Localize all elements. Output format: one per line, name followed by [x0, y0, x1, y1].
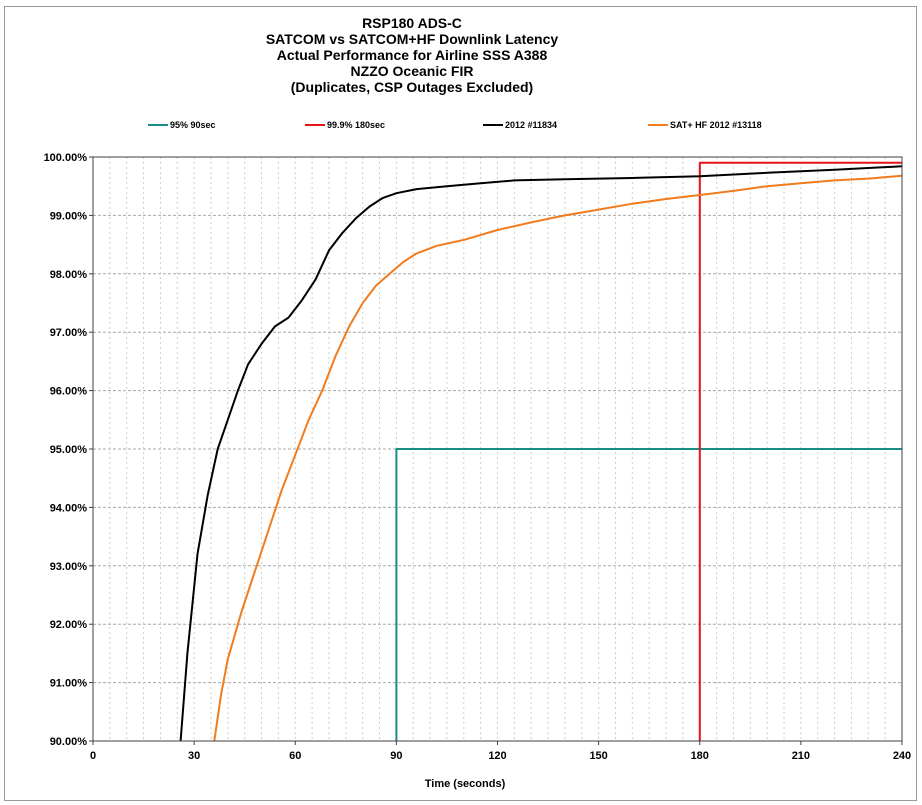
series-line — [179, 165, 903, 742]
x-tick-label: 90 — [390, 750, 402, 762]
series-line — [698, 161, 902, 741]
x-tick-label: 240 — [893, 750, 911, 762]
y-tick-label: 90.00% — [50, 736, 88, 748]
series-line — [213, 174, 903, 742]
y-tick-label: 97.00% — [50, 327, 88, 339]
axes: 90.00% 91.00% 92.00% 93.00% 94.00% 95.00% 96.0… — [44, 152, 912, 762]
x-tick-label: 150 — [589, 750, 607, 762]
x-tick-label: 0 — [90, 750, 96, 762]
chart-frame: RSP180 ADS-C SATCOM vs SATCOM+HF Downlink… — [4, 6, 917, 801]
y-tick-label: 95.00% — [50, 444, 88, 456]
y-tick-label: 96.00% — [50, 386, 88, 398]
title-line: RSP180 ADS-C — [362, 15, 462, 31]
title-line: SATCOM vs SATCOM+HF Downlink Latency — [266, 31, 559, 47]
series-lines — [179, 161, 903, 742]
x-tick-label: 120 — [488, 750, 506, 762]
legend-label: 99.9% 180sec — [327, 120, 385, 130]
x-tick-label: 180 — [691, 750, 709, 762]
title-line: (Duplicates, CSP Outages Excluded) — [291, 79, 533, 95]
y-tick-label: 91.00% — [50, 678, 88, 690]
title-line: Actual Performance for Airline SSS A388 — [277, 47, 548, 63]
y-tick-label: 92.00% — [50, 619, 88, 631]
series-line — [395, 448, 902, 741]
y-tick-label: 100.00% — [44, 152, 88, 164]
y-tick-label: 94.00% — [50, 502, 88, 514]
y-tick-label: 98.00% — [50, 269, 88, 281]
x-tick-label: 60 — [289, 750, 301, 762]
legend-label: 95% 90sec — [170, 120, 216, 130]
title-line: NZZO Oceanic FIR — [351, 63, 474, 79]
legend-label: 2012 #11834 — [505, 120, 557, 130]
y-tick-label: 93.00% — [50, 561, 88, 573]
x-tick-label: 210 — [792, 750, 810, 762]
y-tick-label: 99.00% — [50, 210, 88, 222]
legend: 95% 90sec 99.9% 180sec 2012 #11834 SAT+ HF … — [148, 120, 762, 130]
x-axis-title: Time (seconds) — [425, 778, 506, 790]
x-tick-label: 30 — [188, 750, 200, 762]
legend-label: SAT+ HF 2012 #13118 — [670, 120, 762, 130]
